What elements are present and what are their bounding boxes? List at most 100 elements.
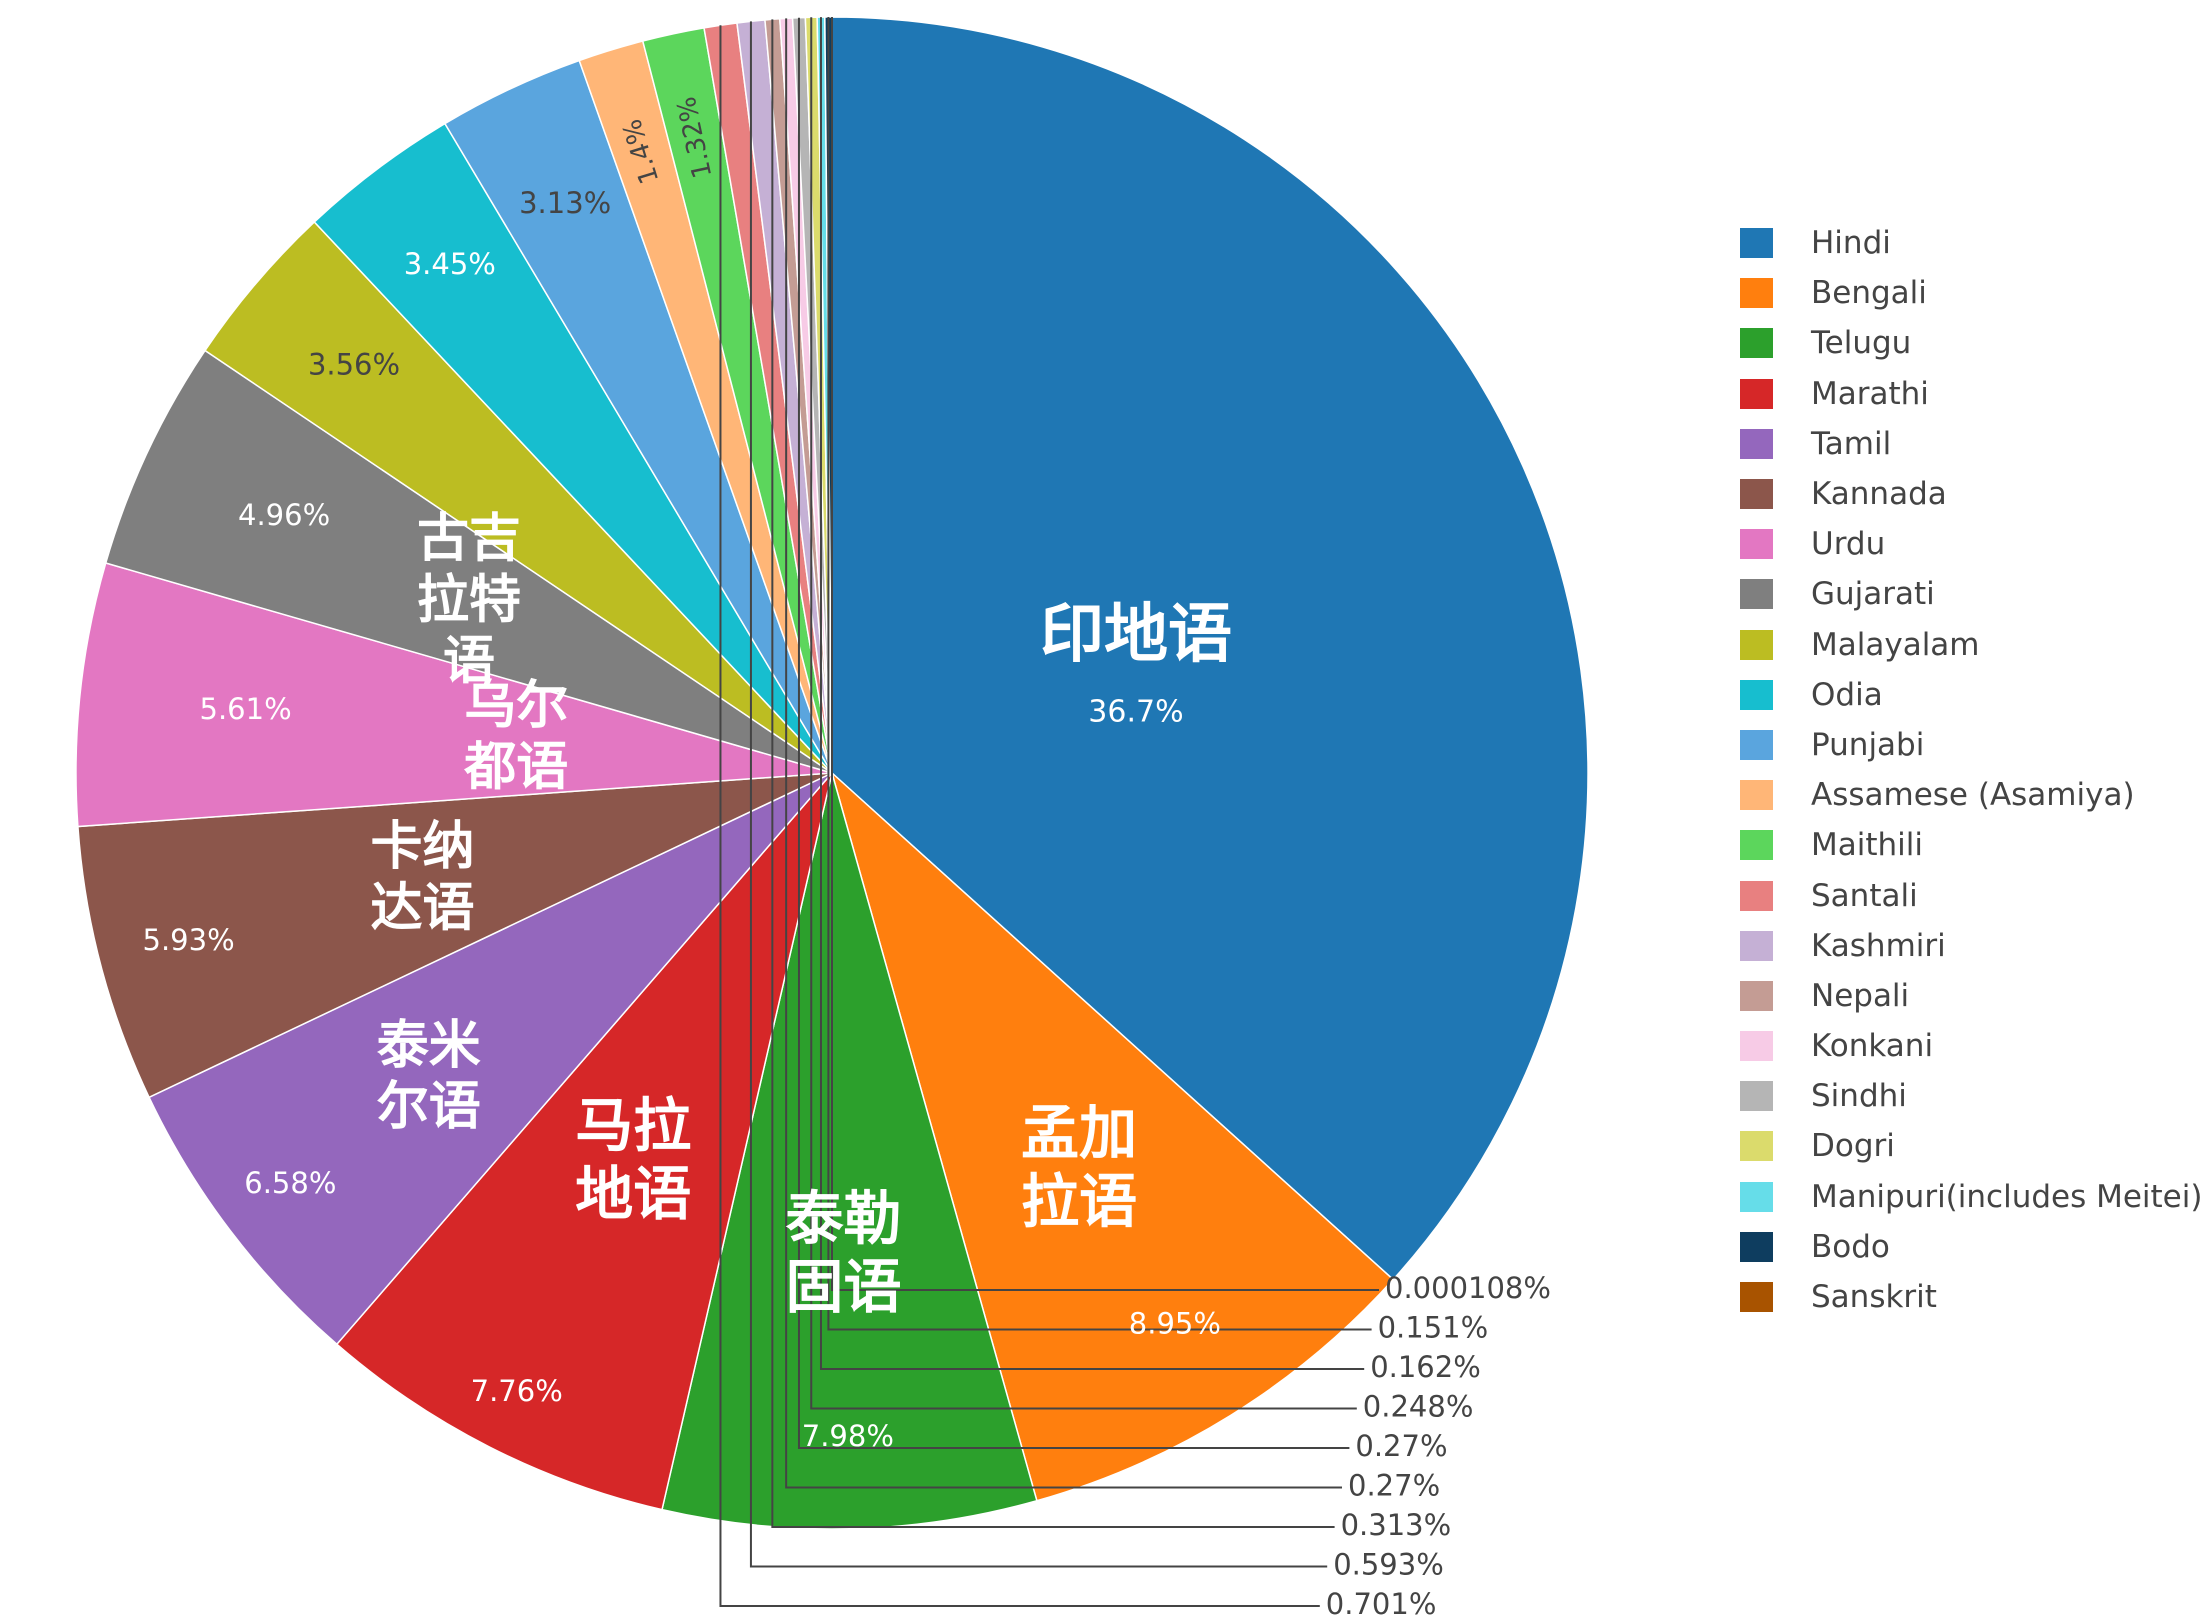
leader-lines <box>719 17 1379 1607</box>
legend-label-manipuri-includes-meitei: Manipuri(includes Meitei) <box>1811 1178 2203 1215</box>
legend-item-gujarati[interactable]: Gujarati <box>1740 569 2180 619</box>
legend-swatch-dogri <box>1740 1131 1773 1162</box>
slice-marathi[interactable] <box>335 772 833 1511</box>
legend-item-punjabi[interactable]: Punjabi <box>1740 720 2180 770</box>
percent-label-malayalam: 3.56% <box>308 347 400 381</box>
legend-swatch-kannada <box>1740 479 1773 510</box>
percent-label-kashmiri: 0.593% <box>1333 1548 1444 1582</box>
legend-item-kannada[interactable]: Kannada <box>1740 469 2180 519</box>
legend-swatch-nepali <box>1740 980 1773 1011</box>
legend-label-telugu: Telugu <box>1811 325 1912 362</box>
inner-label-gujarati: 古吉拉特语 <box>417 509 521 692</box>
legend-swatch-odia <box>1740 679 1773 710</box>
legend-swatch-maithili <box>1740 830 1773 861</box>
legend-label-sindhi: Sindhi <box>1811 1078 1907 1115</box>
legend-item-manipuri-includes-meitei[interactable]: Manipuri(includes Meitei) <box>1740 1172 2202 1222</box>
legend-swatch-urdu <box>1740 529 1773 560</box>
legend-swatch-gujarati <box>1740 579 1773 610</box>
percent-label-odia: 3.45% <box>404 247 496 281</box>
legend-swatch-sindhi <box>1740 1081 1773 1112</box>
legend-label-marathi: Marathi <box>1811 375 1929 412</box>
legend-swatch-bodo <box>1740 1231 1773 1262</box>
legend-item-urdu[interactable]: Urdu <box>1740 519 2180 569</box>
legend-label-hindi: Hindi <box>1811 225 1891 262</box>
inner-label-tamil: 泰米尔语 <box>377 1016 481 1137</box>
legend-item-dogri[interactable]: Dogri <box>1740 1121 2180 1171</box>
legend-label-urdu: Urdu <box>1811 526 1886 563</box>
legend-swatch-sanskrit <box>1740 1282 1773 1313</box>
percent-label-konkani: 0.27% <box>1348 1469 1440 1503</box>
legend-label-tamil: Tamil <box>1811 425 1892 462</box>
legend-item-bengali[interactable]: Bengali <box>1740 268 2180 318</box>
legend-swatch-punjabi <box>1740 729 1773 760</box>
legend-item-sanskrit[interactable]: Sanskrit <box>1740 1272 2180 1322</box>
percent-label-punjabi: 3.13% <box>519 186 611 220</box>
inner-label-urdu: 乌尔都语 <box>463 676 568 797</box>
legend-item-konkani[interactable]: Konkani <box>1740 1021 2180 1071</box>
pie-slices <box>75 16 1589 1530</box>
legend-swatch-manipuri-includes-meitei <box>1740 1181 1773 1212</box>
slice-kannada[interactable] <box>77 772 833 1099</box>
legend-item-telugu[interactable]: Telugu <box>1740 318 2180 368</box>
legend-swatch-kashmiri <box>1740 930 1773 961</box>
percent-label-kannada: 5.93% <box>143 923 235 957</box>
inner-label-hindi: 印地语 <box>1040 597 1232 671</box>
legend-item-tamil[interactable]: Tamil <box>1740 419 2180 469</box>
legend-swatch-santali <box>1740 880 1773 911</box>
leader-line-manipuri-includes-meitei <box>819 17 1365 1370</box>
legend-swatch-assamese-asamiya <box>1740 780 1773 811</box>
legend-item-sindhi[interactable]: Sindhi <box>1740 1071 2180 1121</box>
percent-label-sindhi: 0.27% <box>1355 1429 1447 1463</box>
legend-item-assamese-asamiya[interactable]: Assamese (Asamiya) <box>1740 770 2180 820</box>
legend-label-gujarati: Gujarati <box>1811 576 1935 613</box>
legend-swatch-tamil <box>1740 428 1773 459</box>
leader-line-sindhi <box>797 17 1350 1449</box>
percent-label-hindi: 36.7% <box>1088 694 1183 729</box>
legend-item-odia[interactable]: Odia <box>1740 670 2180 720</box>
legend-label-nepali: Nepali <box>1811 977 1910 1014</box>
percent-label-manipuri-includes-meitei: 0.162% <box>1370 1350 1481 1384</box>
leader-line-dogri <box>810 17 1357 1410</box>
legend-item-bodo[interactable]: Bodo <box>1740 1222 2180 1272</box>
legend-item-marathi[interactable]: Marathi <box>1740 369 2180 419</box>
legend-item-hindi[interactable]: Hindi <box>1740 218 2180 268</box>
legend-item-nepali[interactable]: Nepali <box>1740 971 2180 1021</box>
legend-swatch-marathi <box>1740 378 1773 409</box>
percent-label-tamil: 6.58% <box>244 1166 336 1200</box>
legend-label-sanskrit: Sanskrit <box>1811 1279 1937 1316</box>
slice-urdu[interactable] <box>75 562 833 828</box>
legend-item-maithili[interactable]: Maithili <box>1740 820 2180 870</box>
inner-label-marathi: 马拉地语 <box>575 1092 691 1228</box>
percent-label-bengali: 8.95% <box>1129 1306 1221 1340</box>
percent-label-urdu: 5.61% <box>200 692 292 726</box>
percent-label-sanskrit: 0.000108% <box>1385 1271 1551 1305</box>
percent-label-telugu: 7.98% <box>802 1419 894 1453</box>
legend-item-malayalam[interactable]: Malayalam <box>1740 620 2180 670</box>
inner-label-kannada: 卡纳达语 <box>371 817 475 938</box>
legend-label-assamese-asamiya: Assamese (Asamiya) <box>1811 777 2135 814</box>
legend-swatch-konkani <box>1740 1031 1773 1062</box>
leader-line-bodo <box>827 17 1372 1331</box>
inner-label-bengali: 孟加拉语 <box>1021 1099 1137 1235</box>
legend: Hindi Bengali Telugu Marathi Tamil Kannada Urd… <box>1740 218 2202 1322</box>
leader-line-kashmiri <box>749 21 1328 1568</box>
percent-label-dogri: 0.248% <box>1363 1390 1474 1424</box>
legend-item-kashmiri[interactable]: Kashmiri <box>1740 921 2180 971</box>
slice-tamil[interactable] <box>148 772 833 1346</box>
percent-label-nepali: 0.313% <box>1341 1508 1452 1542</box>
legend-swatch-telugu <box>1740 328 1773 359</box>
legend-item-santali[interactable]: Santali <box>1740 870 2180 920</box>
leader-line-sanskrit <box>830 17 1379 1291</box>
legend-label-kashmiri: Kashmiri <box>1811 927 1946 964</box>
slice-hindi[interactable] <box>831 16 1589 1281</box>
slice-telugu[interactable] <box>661 772 1038 1530</box>
legend-label-bodo: Bodo <box>1811 1228 1890 1265</box>
legend-label-bengali: Bengali <box>1811 275 1927 312</box>
legend-label-santali: Santali <box>1811 877 1918 914</box>
legend-label-kannada: Kannada <box>1811 476 1947 513</box>
slice-gujarati[interactable] <box>104 349 833 774</box>
inner-label-telugu: 泰勒固语 <box>786 1185 902 1321</box>
percent-label-marathi: 7.76% <box>471 1374 563 1408</box>
percent-label-gujarati: 4.96% <box>238 498 330 532</box>
